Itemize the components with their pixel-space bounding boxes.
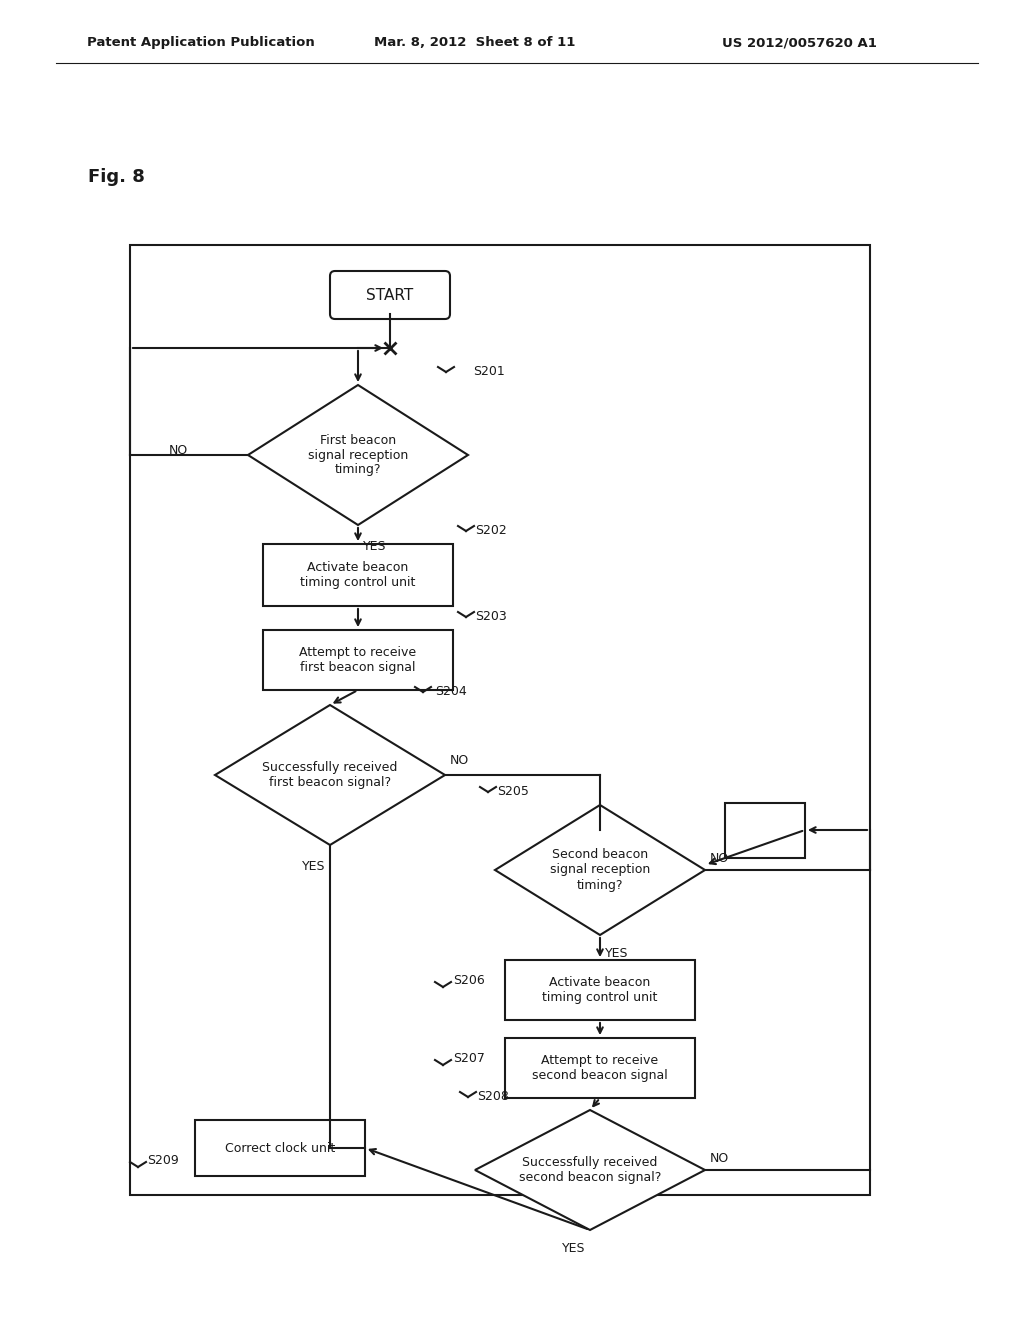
Text: Correct clock unit: Correct clock unit <box>225 1142 335 1155</box>
Bar <box>130 246 870 1195</box>
Text: S201: S201 <box>473 366 505 378</box>
Text: YES: YES <box>561 1242 585 1255</box>
Bar <box>195 1119 365 1176</box>
Text: US 2012/0057620 A1: US 2012/0057620 A1 <box>722 36 877 49</box>
Text: S206: S206 <box>453 974 484 986</box>
Polygon shape <box>215 705 445 845</box>
Bar <box>263 544 453 606</box>
Text: First beacon
signal reception
timing?: First beacon signal reception timing? <box>308 433 409 477</box>
FancyBboxPatch shape <box>330 271 450 319</box>
Text: YES: YES <box>301 861 325 873</box>
Polygon shape <box>495 805 705 935</box>
Polygon shape <box>248 385 468 525</box>
Polygon shape <box>475 1110 705 1230</box>
Text: YES: YES <box>605 946 629 960</box>
Text: Mar. 8, 2012  Sheet 8 of 11: Mar. 8, 2012 Sheet 8 of 11 <box>374 36 575 49</box>
Text: START: START <box>367 288 414 302</box>
Text: YES: YES <box>362 540 386 553</box>
Text: NO: NO <box>450 754 469 767</box>
Text: Successfully received
first beacon signal?: Successfully received first beacon signa… <box>262 762 397 789</box>
Text: NO: NO <box>710 851 729 865</box>
Text: S208: S208 <box>477 1090 509 1104</box>
Text: NO: NO <box>710 1152 729 1166</box>
Bar <box>505 1038 695 1098</box>
Text: S205: S205 <box>497 785 528 799</box>
Text: S202: S202 <box>475 524 507 537</box>
Text: S209: S209 <box>147 1154 179 1167</box>
Text: S203: S203 <box>475 610 507 623</box>
Bar <box>725 803 805 858</box>
Text: S207: S207 <box>453 1052 485 1064</box>
Text: Activate beacon
timing control unit: Activate beacon timing control unit <box>300 561 416 589</box>
Text: Patent Application Publication: Patent Application Publication <box>87 36 314 49</box>
Text: S204: S204 <box>435 685 467 698</box>
Text: Attempt to receive
first beacon signal: Attempt to receive first beacon signal <box>299 645 417 675</box>
Text: Second beacon
signal reception
timing?: Second beacon signal reception timing? <box>550 849 650 891</box>
Text: Fig. 8: Fig. 8 <box>88 168 144 186</box>
Text: Attempt to receive
second beacon signal: Attempt to receive second beacon signal <box>532 1053 668 1082</box>
Bar <box>263 630 453 690</box>
Bar <box>505 960 695 1020</box>
Text: Successfully received
second beacon signal?: Successfully received second beacon sign… <box>519 1156 662 1184</box>
Text: NO: NO <box>169 444 188 457</box>
Text: Activate beacon
timing control unit: Activate beacon timing control unit <box>543 975 657 1005</box>
